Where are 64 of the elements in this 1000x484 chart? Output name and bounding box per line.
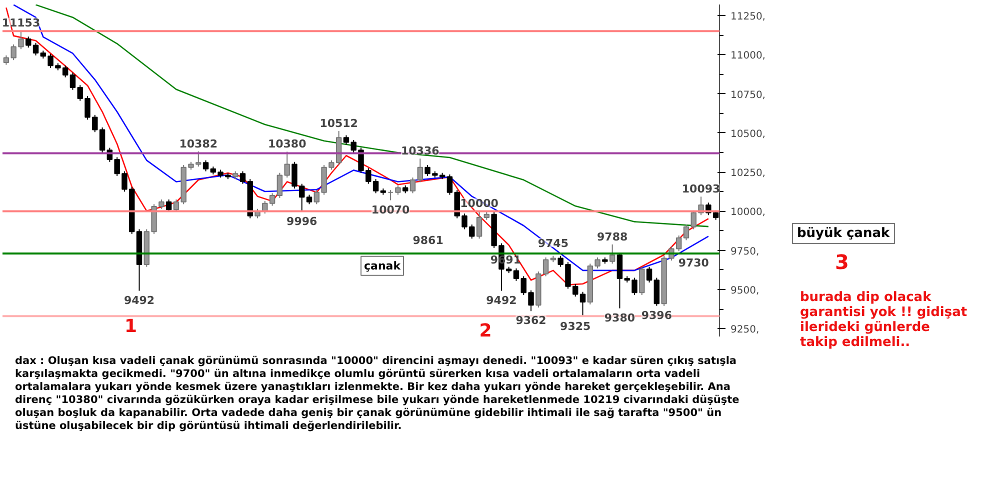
annotation: 10382 bbox=[179, 137, 218, 150]
candlestick bbox=[580, 291, 586, 318]
y-tick-label: 9750, bbox=[730, 246, 760, 258]
annotation: 10380 bbox=[268, 138, 307, 151]
candlestick bbox=[410, 177, 416, 194]
annotation: 9788 bbox=[597, 230, 628, 244]
annotation: 9380 bbox=[604, 311, 636, 324]
text: 3 bbox=[835, 250, 849, 274]
candlestick bbox=[26, 36, 32, 48]
annotation: 9362 bbox=[516, 314, 546, 328]
candlestick bbox=[654, 277, 660, 306]
y-tick-label: 11250, bbox=[730, 11, 766, 22]
annotation: 10336 bbox=[401, 144, 440, 158]
candlestick bbox=[269, 192, 276, 206]
candlestick bbox=[446, 174, 453, 196]
candlestick bbox=[240, 170, 246, 184]
candlestick bbox=[542, 256, 549, 277]
annotation: çanak bbox=[364, 259, 402, 272]
annotation: 11153 bbox=[2, 16, 40, 30]
candlestick bbox=[609, 244, 616, 264]
candlestick bbox=[292, 161, 298, 190]
candlestick bbox=[558, 255, 564, 268]
annotation: 1 bbox=[124, 316, 137, 337]
candlestick bbox=[158, 198, 164, 210]
annotation: 9730 bbox=[678, 256, 710, 270]
y-tick-label: 10750, bbox=[730, 90, 766, 101]
candlestick bbox=[454, 190, 460, 219]
candlestick bbox=[202, 160, 209, 172]
candlestick bbox=[32, 42, 39, 56]
candlestick bbox=[646, 266, 652, 283]
candlestick bbox=[343, 134, 350, 146]
y-tick-label: 10000, bbox=[730, 207, 766, 218]
candlestick bbox=[639, 266, 645, 296]
annotation: 9396 bbox=[641, 308, 672, 322]
annotation: 10093 bbox=[682, 182, 720, 196]
y-tick-label: 10500, bbox=[730, 128, 766, 140]
annotation: 2 bbox=[479, 320, 492, 342]
candlestick bbox=[299, 183, 305, 212]
candlestick bbox=[276, 172, 283, 198]
text: büyük çanak bbox=[792, 223, 895, 244]
candlestick bbox=[683, 224, 690, 241]
y-tick-label: 9500, bbox=[730, 286, 760, 297]
candlestick bbox=[388, 190, 394, 201]
candlestick bbox=[417, 158, 423, 183]
annotation: 10070 bbox=[371, 203, 410, 216]
candlestick bbox=[513, 268, 520, 282]
annotation: 9861 bbox=[412, 234, 444, 248]
annotation: 9492 bbox=[486, 294, 517, 307]
annotation: 10512 bbox=[320, 117, 358, 130]
annotation: 9325 bbox=[560, 320, 591, 333]
candlestick bbox=[594, 256, 600, 269]
text: dax : Oluşan kısa vadeli çanak görünümü sonrasında "10000" direncini aşmayı denedi. "10093" e kadar süren çıkış satışla karşılaşmakta gecikmedi. "9700" ün altına inmedikçe olumlu görüntü sürerken kısa vadeli ortalamaların orta vadeli ortalamalara yukarı yönde kesmek üzere yanaştıkları izlenmekte. Bir kez daha yukarı yönde hareket gerçekleşebilir. Ana direnç "10380" civarında gözükürken oraya kadar erişilmese bile yukarı yönde hareketlenmede 10219 civarındaki düşüşte oluşan boşluk da kapanabilir. Orta vadede daha geniş bir çanak görünümüne gidebilir ihtimali ile sağ tarafta "9500" ün üstüne oluşabilecek bir dip görüntüsü ihtimali değerlendirilebilir. bbox=[15, 355, 740, 433]
y-tick-label: 11000, bbox=[730, 50, 766, 62]
text: burada dip olacak garantisi yok !! gidişat ilerideki günlerde takip edilmeli.. bbox=[800, 290, 968, 350]
candlestick bbox=[395, 184, 401, 196]
candlestick bbox=[284, 151, 290, 178]
annotation: 9996 bbox=[286, 214, 318, 228]
candlestick bbox=[476, 210, 482, 240]
annotation: 9492 bbox=[124, 294, 155, 307]
annotation: 10000 bbox=[460, 197, 499, 210]
annotation: 9745 bbox=[538, 237, 569, 250]
candlestick bbox=[306, 194, 312, 205]
y-tick-label: 9250, bbox=[730, 324, 760, 336]
y-tick-label: 10250, bbox=[730, 168, 766, 180]
